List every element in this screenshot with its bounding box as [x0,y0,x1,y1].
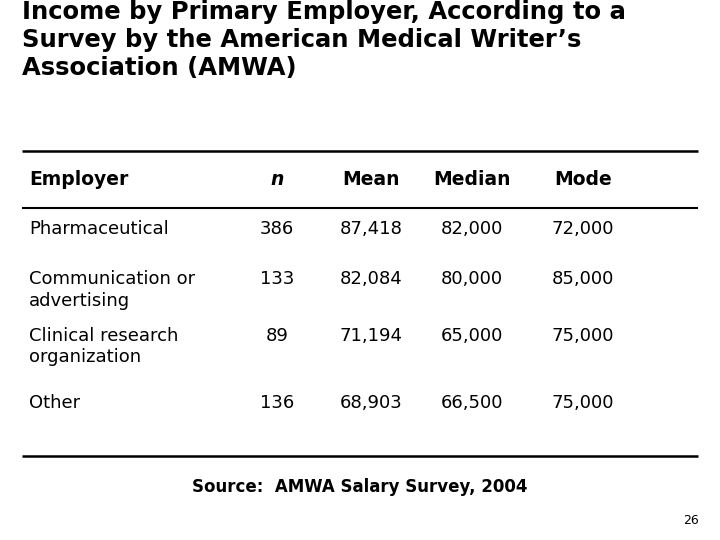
Text: Mean: Mean [342,170,400,189]
Text: Clinical research
organization: Clinical research organization [29,327,178,366]
Text: 89: 89 [266,327,289,345]
Text: 80,000: 80,000 [441,270,503,288]
Text: 71,194: 71,194 [339,327,402,345]
Text: 386: 386 [260,220,294,238]
Text: 68,903: 68,903 [339,394,402,412]
Text: Communication or
advertising: Communication or advertising [29,270,195,309]
Text: 87,418: 87,418 [339,220,402,238]
Text: Employer: Employer [29,170,128,189]
Text: Source:  AMWA Salary Survey, 2004: Source: AMWA Salary Survey, 2004 [192,478,528,496]
Text: 136: 136 [260,394,294,412]
Text: 85,000: 85,000 [552,270,614,288]
Text: 133: 133 [260,270,294,288]
Text: Income by Primary Employer, According to a
Survey by the American Medical Writer: Income by Primary Employer, According to… [22,0,626,80]
Text: Median: Median [433,170,510,189]
Text: 82,084: 82,084 [339,270,402,288]
Text: 65,000: 65,000 [441,327,503,345]
Text: 26: 26 [683,514,698,526]
Text: 75,000: 75,000 [552,327,614,345]
Text: 82,000: 82,000 [441,220,503,238]
Text: 66,500: 66,500 [441,394,503,412]
Text: n: n [271,170,284,189]
Text: Pharmaceutical: Pharmaceutical [29,220,168,238]
Text: 75,000: 75,000 [552,394,614,412]
Text: Mode: Mode [554,170,612,189]
Text: Other: Other [29,394,80,412]
Text: 72,000: 72,000 [552,220,614,238]
